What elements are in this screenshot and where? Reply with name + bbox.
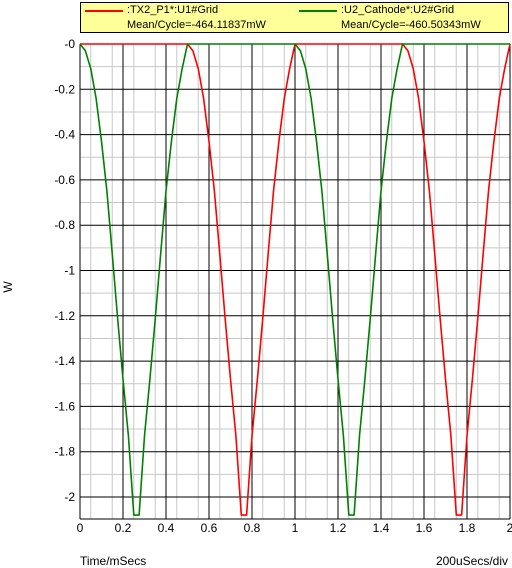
y-tick-label: -1.2 (54, 309, 75, 323)
y-tick-label: -1 (64, 264, 75, 278)
major-grid (79, 43, 511, 520)
legend-entry-tx2: :TX2_P1*:U1#Grid Mean/Cycle=-464.11837mW (81, 3, 291, 34)
x-tick-label: 0.6 (201, 521, 218, 535)
x-tick-label: 1.8 (459, 521, 476, 535)
x-scale-label: 200uSecs/div (435, 554, 508, 568)
y-tick-label: -0.8 (54, 218, 75, 232)
y-axis-label: W (1, 281, 15, 293)
legend-swatch-green (299, 10, 337, 12)
x-tick-label: 1.6 (416, 521, 433, 535)
x-tick-labels: 0 0.2 0.4 0.6 0.8 1 1.2 1.4 1.6 1.8 2 (77, 521, 512, 535)
y-tick-label: -1.4 (54, 354, 75, 368)
series-line-1 (79, 43, 510, 516)
y-tick-label: -0.6 (54, 173, 75, 187)
legend-series-name: :U2_Cathode*:U2#Grid (341, 4, 455, 16)
x-tick-label: 0.4 (158, 521, 175, 535)
y-tick-labels: -0 -0.2 -0.4 -0.6 -0.8 -1 -1.2 -1.4 -1.6 -1.8 -2 (54, 37, 75, 504)
x-tick-label: 1.4 (373, 521, 390, 535)
y-tick-label: -0.2 (54, 82, 75, 96)
legend-swatch-red (85, 10, 123, 12)
legend-series-mean: Mean/Cycle=-464.11837mW (127, 19, 266, 31)
y-tick-label: -1.6 (54, 399, 75, 413)
series-layer (79, 43, 511, 516)
legend-series-name: :TX2_P1*:U1#Grid (127, 4, 219, 16)
x-tick-label: 1.2 (330, 521, 347, 535)
legend-series-mean: Mean/Cycle=-460.50343mW (341, 19, 481, 31)
y-tick-label: -2 (64, 490, 75, 504)
x-tick-label: 0.8 (244, 521, 261, 535)
x-tick-label: 0.2 (115, 521, 132, 535)
x-tick-label: 0 (77, 521, 84, 535)
legend-entry-u2: :U2_Cathode*:U2#Grid Mean/Cycle=-460.503… (295, 3, 505, 34)
y-tick-label: -0.4 (54, 128, 75, 142)
y-tick-label: -1.8 (54, 445, 75, 459)
x-tick-label: 1 (292, 521, 299, 535)
legend: :TX2_P1*:U1#Grid Mean/Cycle=-464.11837mW… (80, 2, 509, 33)
x-tick-label: 2 (507, 521, 512, 535)
x-axis-label: Time/mSecs (80, 554, 147, 568)
y-tick-label: -0 (64, 37, 75, 51)
